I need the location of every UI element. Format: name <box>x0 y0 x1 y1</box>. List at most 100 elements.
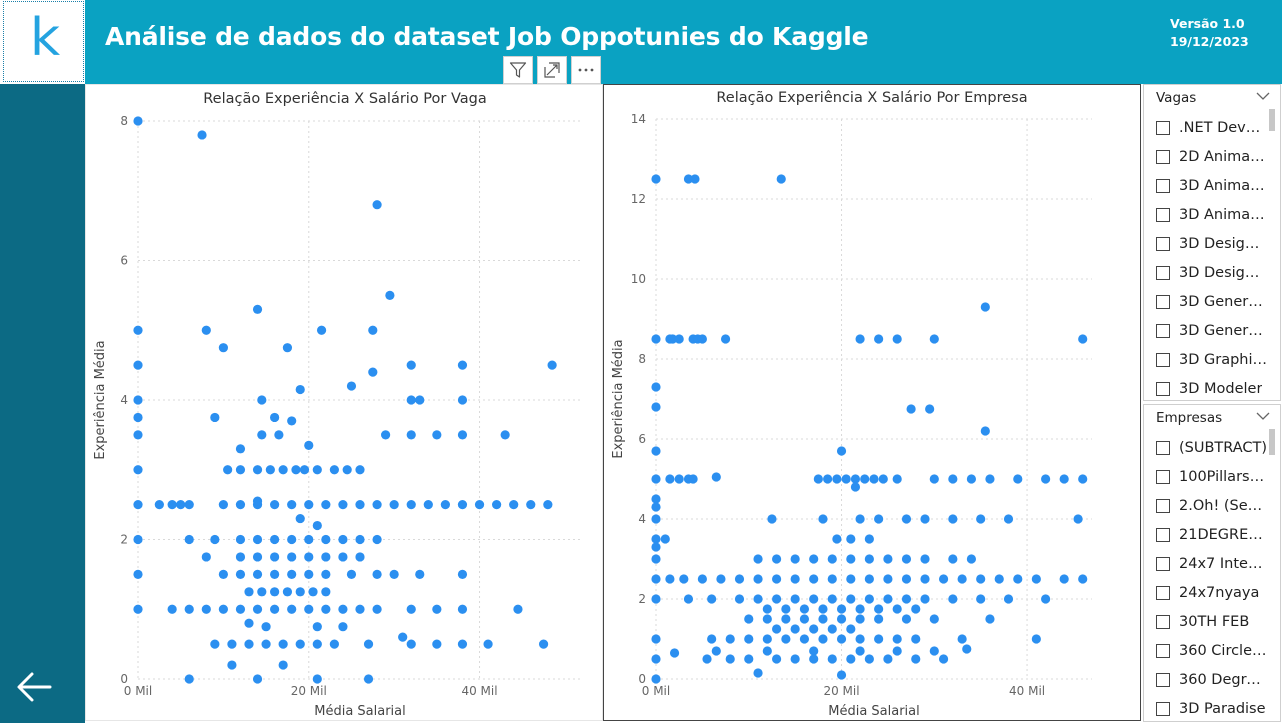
data-point[interactable] <box>948 514 958 524</box>
data-point[interactable] <box>342 465 352 475</box>
data-point[interactable] <box>406 604 416 614</box>
data-point[interactable] <box>133 465 143 475</box>
data-point[interactable] <box>920 554 930 564</box>
slicer-item[interactable]: .NET Develo... <box>1156 113 1268 142</box>
data-point[interactable] <box>210 534 220 545</box>
data-point[interactable] <box>651 542 661 552</box>
data-point[interactable] <box>753 668 763 678</box>
slicer-item[interactable]: 360 Degree ... <box>1156 665 1268 694</box>
data-point[interactable] <box>252 465 263 475</box>
data-point[interactable] <box>832 474 842 484</box>
more-options-button[interactable] <box>571 56 601 84</box>
data-point[interactable] <box>966 474 977 484</box>
data-point[interactable] <box>669 648 680 658</box>
data-point[interactable] <box>270 534 280 545</box>
data-point[interactable] <box>1078 334 1088 344</box>
data-point[interactable] <box>892 474 902 484</box>
data-point[interactable] <box>790 624 800 634</box>
slicer-item[interactable]: 3D Animator <box>1156 171 1268 200</box>
data-point[interactable] <box>372 534 382 545</box>
data-point[interactable] <box>855 604 865 614</box>
data-point[interactable] <box>270 552 280 562</box>
data-point[interactable] <box>929 646 939 656</box>
data-point[interactable] <box>823 474 833 484</box>
data-point[interactable] <box>809 594 819 604</box>
data-point[interactable] <box>432 604 442 614</box>
data-point[interactable] <box>832 534 842 544</box>
checkbox[interactable] <box>1156 556 1170 571</box>
data-point[interactable] <box>864 554 874 564</box>
data-point[interactable] <box>282 343 293 353</box>
data-point[interactable] <box>167 604 177 614</box>
data-point[interactable] <box>771 574 782 584</box>
data-point[interactable] <box>321 500 331 510</box>
data-point[interactable] <box>457 604 468 614</box>
data-point[interactable] <box>1073 514 1083 524</box>
data-point[interactable] <box>1013 574 1023 584</box>
data-point[interactable] <box>304 500 314 510</box>
data-point[interactable] <box>994 574 1004 584</box>
data-point[interactable] <box>864 574 874 584</box>
data-point[interactable] <box>651 334 661 344</box>
data-point[interactable] <box>1013 474 1023 484</box>
data-point[interactable] <box>389 569 399 579</box>
data-point[interactable] <box>762 646 772 656</box>
data-point[interactable] <box>252 674 263 684</box>
data-point[interactable] <box>846 574 856 584</box>
checkbox[interactable] <box>1156 440 1170 455</box>
slicer-item[interactable]: 3D Modeler <box>1156 374 1268 400</box>
data-point[interactable] <box>261 622 271 632</box>
data-point[interactable] <box>651 382 661 392</box>
data-point[interactable] <box>1041 474 1051 484</box>
data-point[interactable] <box>235 569 246 579</box>
data-point[interactable] <box>762 634 772 644</box>
data-point[interactable] <box>734 594 745 604</box>
data-point[interactable] <box>818 604 828 614</box>
data-point[interactable] <box>133 395 143 405</box>
data-point[interactable] <box>398 632 408 642</box>
data-point[interactable] <box>270 604 280 614</box>
data-point[interactable] <box>415 569 425 579</box>
data-point[interactable] <box>985 474 995 484</box>
data-point[interactable] <box>651 402 661 412</box>
data-point[interactable] <box>976 514 986 524</box>
data-point[interactable] <box>547 360 557 370</box>
data-point[interactable] <box>287 569 297 579</box>
data-point[interactable] <box>368 325 378 335</box>
data-point[interactable] <box>846 554 856 564</box>
scatter-chart-empresa[interactable]: 0 2 4 6 8 10 12 14 0 Mil 20 Mil 40 Mil Relação Exp… <box>603 84 1141 721</box>
data-point[interactable] <box>538 639 549 649</box>
checkbox[interactable] <box>1156 469 1170 484</box>
chevron-down-icon[interactable] <box>1256 411 1270 421</box>
data-point[interactable] <box>201 604 211 614</box>
filter-button[interactable] <box>503 56 533 84</box>
data-point[interactable] <box>312 520 322 531</box>
data-point[interactable] <box>790 594 800 604</box>
data-point[interactable] <box>1003 594 1014 604</box>
data-point[interactable] <box>651 574 661 584</box>
checkbox[interactable] <box>1156 265 1170 280</box>
data-point[interactable] <box>329 639 339 649</box>
data-point[interactable] <box>702 654 712 664</box>
data-point[interactable] <box>338 622 348 632</box>
slicer-item[interactable]: 3D Designe... <box>1156 258 1268 287</box>
data-point[interactable] <box>338 500 348 510</box>
data-point[interactable] <box>980 426 990 436</box>
data-point[interactable] <box>133 430 143 440</box>
data-point[interactable] <box>252 534 263 545</box>
data-point[interactable] <box>809 624 819 634</box>
data-point[interactable] <box>948 474 958 484</box>
data-point[interactable] <box>278 465 288 475</box>
data-point[interactable] <box>836 634 847 644</box>
data-point[interactable] <box>201 325 211 335</box>
data-point[interactable] <box>304 534 314 545</box>
data-point[interactable] <box>291 465 301 475</box>
data-point[interactable] <box>753 574 763 584</box>
data-point[interactable] <box>1078 574 1088 584</box>
data-point[interactable] <box>321 587 331 597</box>
data-point[interactable] <box>776 174 786 184</box>
data-point[interactable] <box>911 634 921 644</box>
data-point[interactable] <box>338 604 348 614</box>
slicer-item[interactable]: 2D Animator <box>1156 142 1268 171</box>
data-point[interactable] <box>223 465 233 475</box>
